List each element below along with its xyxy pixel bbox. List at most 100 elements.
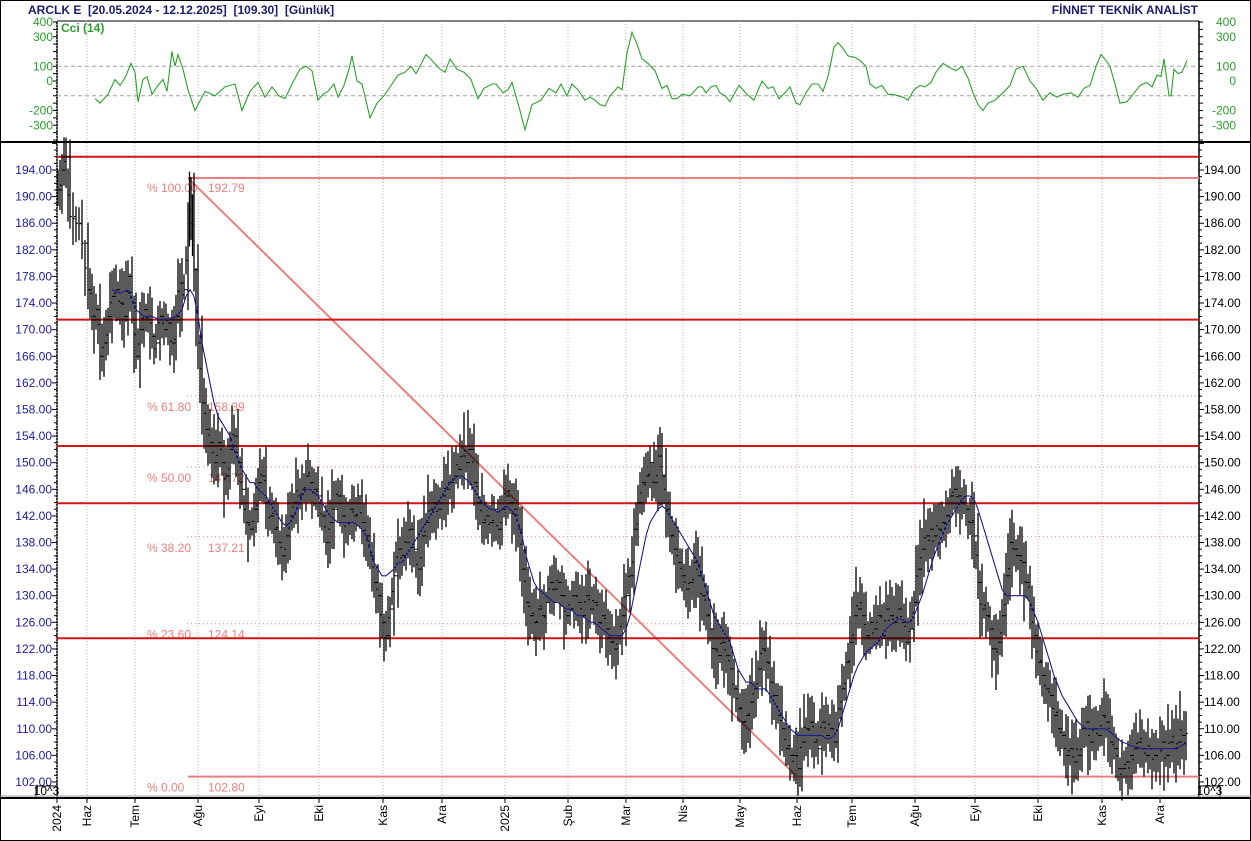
price-right-tick-label: 134.00 bbox=[1204, 562, 1241, 576]
price-left-tick-label: 126.00 bbox=[15, 615, 52, 629]
date-tick-label: Ara bbox=[435, 805, 449, 824]
moving-average-line bbox=[111, 288, 1187, 750]
date-tick-label: 2024 bbox=[50, 805, 64, 832]
price-right-tick-label: 122.00 bbox=[1204, 642, 1241, 656]
price-left-tick-label: 174.00 bbox=[15, 296, 52, 310]
date-tick-label: Kas bbox=[1095, 805, 1109, 826]
fib-value-label: 192.79 bbox=[208, 181, 245, 195]
price-right-tick-label: 170.00 bbox=[1204, 323, 1241, 337]
last-price-label: [109.30] bbox=[233, 3, 279, 17]
price-left-tick-label: 134.00 bbox=[15, 562, 52, 576]
price-left-tick-label: 114.00 bbox=[16, 695, 52, 709]
cci-legend: Cci (14) bbox=[61, 21, 104, 35]
price-right-tick-label: 182.00 bbox=[1204, 243, 1241, 257]
price-left-tick-label: 190.00 bbox=[15, 190, 52, 204]
price-left-tick-label: 130.00 bbox=[15, 589, 52, 603]
price-right-tick-label: 174.00 bbox=[1204, 296, 1241, 310]
price-left-tick-label: 150.00 bbox=[15, 456, 52, 470]
price-left-tick-label: 182.00 bbox=[15, 243, 52, 257]
date-tick-label: Eyl bbox=[252, 805, 266, 822]
price-right-tick-label: 166.00 bbox=[1204, 349, 1241, 363]
cci-right-tick-label: -300 bbox=[1212, 118, 1236, 132]
symbol-label: ARCLK E bbox=[28, 3, 82, 17]
price-right-tick-label: 102.00 bbox=[1204, 775, 1241, 789]
date-tick-label: Tem bbox=[845, 805, 859, 828]
price-left-tick-label: 122.00 bbox=[15, 642, 52, 656]
price-right-tick-label: 126.00 bbox=[1204, 615, 1241, 629]
fib-pct-label: % 23.60 bbox=[147, 628, 191, 642]
date-tick-label: Mar bbox=[619, 805, 633, 826]
price-left-tick-label: 186.00 bbox=[15, 216, 52, 230]
price-right-tick-label: 158.00 bbox=[1204, 402, 1241, 416]
price-left-tick-label: 154.00 bbox=[15, 429, 52, 443]
date-tick-label: Eki bbox=[1031, 805, 1045, 822]
fib-pct-label: % 100.00 bbox=[147, 181, 198, 195]
price-right-tick-label: 106.00 bbox=[1204, 748, 1241, 762]
scale-badge-label: 10^3 bbox=[34, 784, 60, 798]
date-tick-label: Haz bbox=[790, 805, 804, 826]
date-tick-label: Nis bbox=[676, 805, 690, 822]
date-tick-label: Eki bbox=[312, 805, 326, 822]
price-left-tick-label: 170.00 bbox=[15, 323, 52, 337]
fib-pct-label: % 0.00 bbox=[147, 781, 185, 795]
cci-right-tick-label: 100 bbox=[1216, 59, 1236, 73]
price-right-tick-label: 186.00 bbox=[1204, 216, 1241, 230]
price-left-tick-label: 194.00 bbox=[15, 163, 52, 177]
cci-left-tick-label: -200 bbox=[29, 104, 53, 118]
date-tick-label: Ağu bbox=[191, 805, 205, 826]
cci-right-tick-label: -200 bbox=[1212, 104, 1236, 118]
price-panel: 194.00 194.00 190.00 190.00 186.00 186.00 182.… bbox=[0, 137, 1251, 801]
date-axis: 2024 Haz Tem Ağu Eyl Eki Kas Ara 2025 Şub Mar Nis Ma… bbox=[50, 798, 1167, 832]
price-right-tick-label: 194.00 bbox=[1204, 163, 1241, 177]
chart-title: ARCLK E [20.05.2024 - 12.12.2025] [109.3… bbox=[28, 3, 334, 17]
price-right-tick-label: 138.00 bbox=[1204, 536, 1241, 550]
fib-value-label: 102.80 bbox=[208, 781, 245, 795]
price-right-tick-label: 118.00 bbox=[1204, 669, 1240, 683]
price-left-tick-label: 138.00 bbox=[15, 536, 52, 550]
price-left-tick-label: 166.00 bbox=[15, 349, 52, 363]
price-left-tick-label: 102.00 bbox=[15, 775, 52, 789]
date-range-label: [20.05.2024 - 12.12.2025] bbox=[88, 3, 227, 17]
cci-left-tick-label: 0 bbox=[46, 74, 53, 88]
fib-trend-line bbox=[187, 177, 798, 778]
date-tick-label: 2025 bbox=[498, 805, 512, 832]
price-left-tick-label: 118.00 bbox=[16, 669, 52, 683]
date-tick-label: Ağu bbox=[908, 805, 922, 826]
price-left-tick-label: 178.00 bbox=[15, 269, 52, 283]
price-right-tick-label: 178.00 bbox=[1204, 269, 1241, 283]
cci-left-tick-label: -300 bbox=[29, 118, 53, 132]
cci-right-tick-label: 300 bbox=[1216, 30, 1236, 44]
price-right-tick-label: 110.00 bbox=[1204, 722, 1240, 736]
date-tick-label: Haz bbox=[80, 805, 94, 826]
date-tick-label: Kas bbox=[376, 805, 390, 826]
price-right-tick-label: 154.00 bbox=[1204, 429, 1241, 443]
cci-left-tick-label: 100 bbox=[33, 59, 53, 73]
price-right-tick-label: 150.00 bbox=[1204, 456, 1241, 470]
fib-value-label: 158.39 bbox=[208, 400, 245, 414]
price-right-tick-label: 146.00 bbox=[1204, 482, 1241, 496]
price-left-tick-label: 158.00 bbox=[15, 402, 52, 416]
price-right-tick-label: 114.00 bbox=[1204, 695, 1240, 709]
date-tick-label: May bbox=[733, 805, 747, 828]
price-left-tick-label: 142.00 bbox=[15, 509, 52, 523]
date-tick-label: Ara bbox=[1153, 805, 1167, 824]
fib-pct-label: % 50.00 bbox=[147, 471, 191, 485]
price-left-tick-label: 146.00 bbox=[15, 482, 52, 496]
date-tick-label: Şub bbox=[561, 805, 575, 827]
price-left-tick-label: 110.00 bbox=[16, 722, 52, 736]
price-right-tick-label: 130.00 bbox=[1204, 589, 1241, 603]
date-tick-label: Eyl bbox=[968, 805, 982, 822]
price-left-tick-label: 106.00 bbox=[15, 748, 52, 762]
date-tick-label: Tem bbox=[128, 805, 142, 828]
cci-left-tick-label: 300 bbox=[33, 30, 53, 44]
cci-left-tick-label: 400 bbox=[33, 15, 53, 29]
period-label: [Günlük] bbox=[284, 3, 335, 17]
price-right-tick-label: 142.00 bbox=[1204, 509, 1241, 523]
brand-label: FİNNET TEKNİK ANALİST bbox=[1051, 3, 1198, 17]
cci-right-tick-label: 0 bbox=[1229, 74, 1236, 88]
price-right-tick-label: 162.00 bbox=[1204, 376, 1241, 390]
fib-pct-label: % 38.20 bbox=[147, 541, 191, 555]
cci-line bbox=[94, 30, 1188, 132]
